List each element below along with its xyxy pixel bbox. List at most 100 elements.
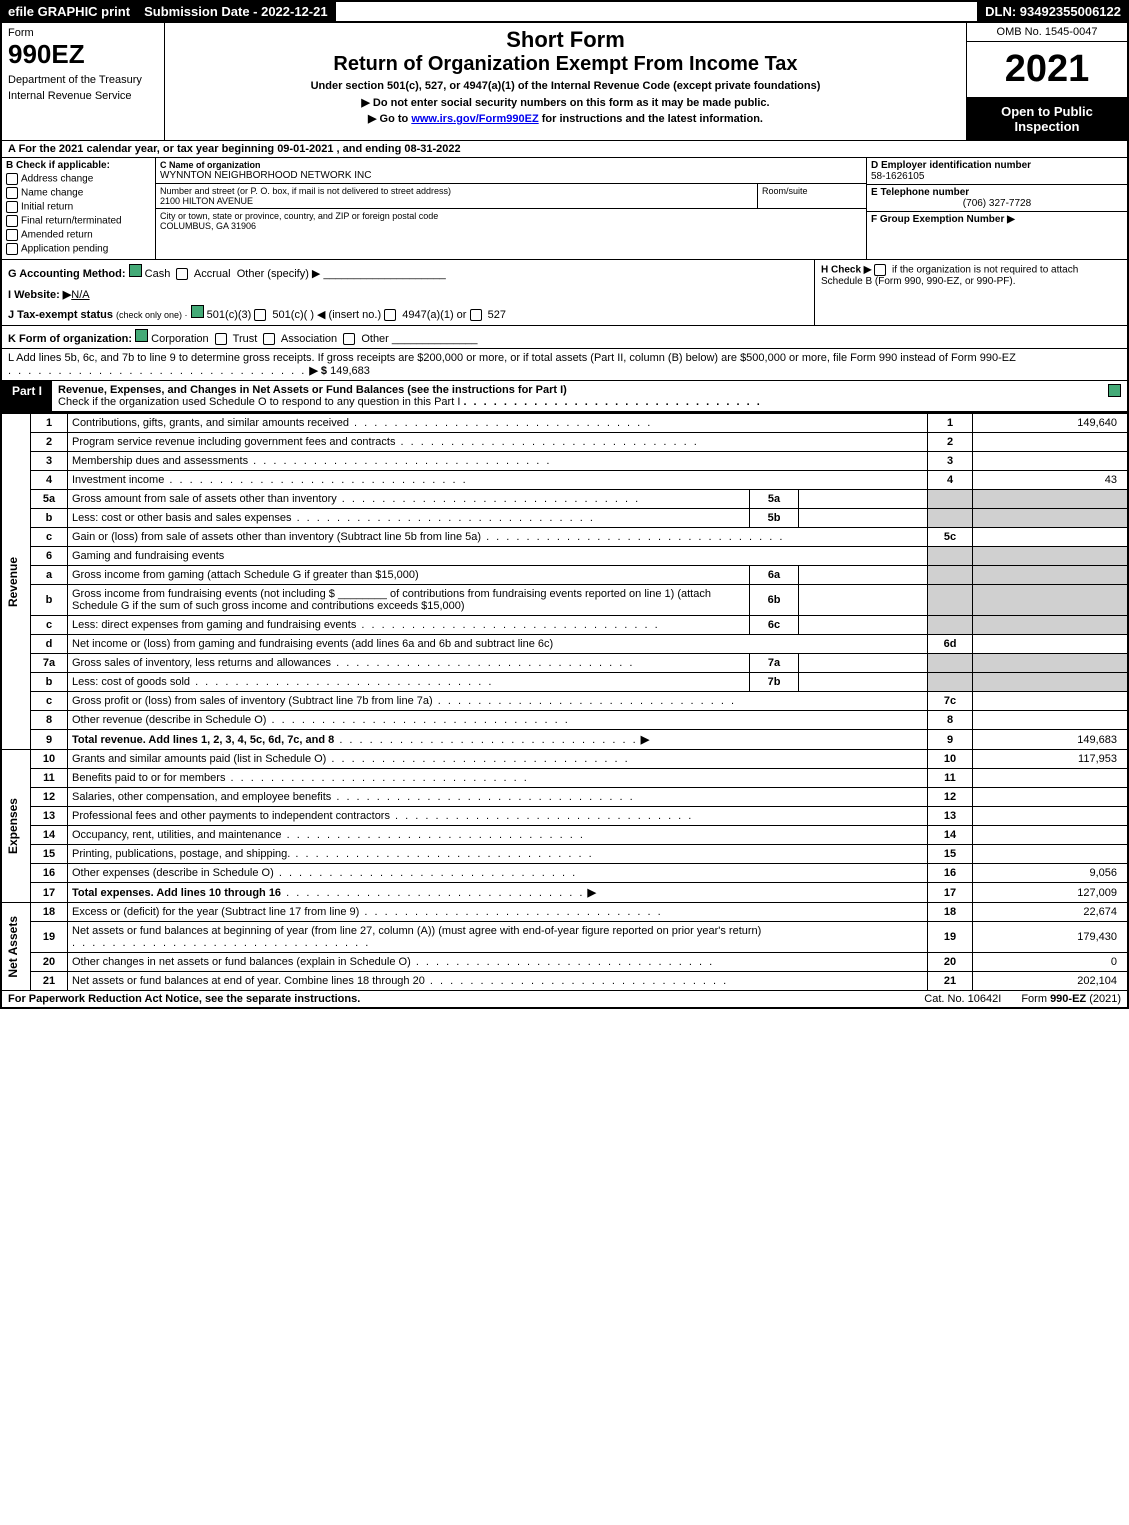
chk-address-change[interactable]: Address change xyxy=(6,173,151,185)
val-15 xyxy=(973,845,1129,864)
chk-corp[interactable] xyxy=(135,329,148,342)
val-20: 0 xyxy=(973,953,1129,972)
l-val: 149,683 xyxy=(330,365,370,377)
chk-cash-checked[interactable] xyxy=(129,264,142,277)
c-name-label: C Name of organization xyxy=(160,160,261,170)
chk-4947[interactable] xyxy=(384,309,396,321)
arrow-9: ▶ xyxy=(641,734,649,746)
chk-501c[interactable] xyxy=(254,309,266,321)
desc-1: Contributions, gifts, grants, and simila… xyxy=(68,414,928,433)
chk-h[interactable] xyxy=(874,264,886,276)
footer: For Paperwork Reduction Act Notice, see … xyxy=(0,990,1129,1009)
line-k: K Form of organization: Corporation Trus… xyxy=(0,325,1129,348)
num-15: 15 xyxy=(928,845,973,864)
row-5b: bLess: cost or other basis and sales exp… xyxy=(1,509,1128,528)
row-6c: cLess: direct expenses from gaming and f… xyxy=(1,616,1128,635)
j-o4: 527 xyxy=(488,309,506,321)
sub-5a: 5a xyxy=(750,490,799,509)
part1-checkbox[interactable] xyxy=(1101,381,1127,411)
header-right: OMB No. 1545-0047 2021 Open to Public In… xyxy=(966,23,1127,140)
header: Form 990EZ Department of the Treasury In… xyxy=(0,23,1129,140)
row-21: 21Net assets or fund balances at end of … xyxy=(1,972,1128,991)
val-11 xyxy=(973,769,1129,788)
g-label: G Accounting Method: xyxy=(8,268,126,280)
row-18: Net Assets 18Excess or (deficit) for the… xyxy=(1,903,1128,922)
chk-accrual[interactable] xyxy=(176,268,188,280)
num-9: 9 xyxy=(928,730,973,750)
row-6a: aGross income from gaming (attach Schedu… xyxy=(1,566,1128,585)
desc-5b: Less: cost or other basis and sales expe… xyxy=(72,512,292,524)
c-city-label: City or town, state or province, country… xyxy=(160,211,438,221)
chk-trust[interactable] xyxy=(215,333,227,345)
instr-link-row: ▶ Go to www.irs.gov/Form990EZ for instru… xyxy=(171,112,960,125)
chk-final-return[interactable]: Final return/terminated xyxy=(6,215,151,227)
num-6d: 6d xyxy=(928,635,973,654)
num-16: 16 xyxy=(928,864,973,883)
side-revenue: Revenue xyxy=(1,414,31,750)
side-expenses-text: Expenses xyxy=(6,798,20,854)
row-5a: 5aGross amount from sale of assets other… xyxy=(1,490,1128,509)
chk-name-change[interactable]: Name change xyxy=(6,187,151,199)
instr2-pre: ▶ Go to xyxy=(368,113,411,125)
header-center: Short Form Return of Organization Exempt… xyxy=(165,23,966,140)
chk-501c3[interactable] xyxy=(191,305,204,318)
chk-name-change-label: Name change xyxy=(21,188,83,199)
chk-initial-return[interactable]: Initial return xyxy=(6,201,151,213)
row-7a: 7aGross sales of inventory, less returns… xyxy=(1,654,1128,673)
val-18: 22,674 xyxy=(973,903,1129,922)
row-8: 8Other revenue (describe in Schedule O) … xyxy=(1,711,1128,730)
chk-other-org[interactable] xyxy=(343,333,355,345)
num-10: 10 xyxy=(928,750,973,769)
part1-label: Part I xyxy=(2,381,52,411)
form-label: Form xyxy=(8,27,158,39)
row-12: 12Salaries, other compensation, and empl… xyxy=(1,788,1128,807)
desc-8: Other revenue (describe in Schedule O) xyxy=(72,714,266,726)
num-5c: 5c xyxy=(928,528,973,547)
sub-6b: 6b xyxy=(750,585,799,616)
d-block: D Employer identification number 58-1626… xyxy=(867,158,1127,185)
irs-link[interactable]: www.irs.gov/Form990EZ xyxy=(411,113,538,125)
form-number: 990EZ xyxy=(8,39,158,70)
desc-17: Total expenses. Add lines 10 through 16 xyxy=(72,887,281,899)
side-revenue-text: Revenue xyxy=(6,557,20,607)
efile-label: efile GRAPHIC print xyxy=(2,2,138,21)
g-other: Other (specify) ▶ xyxy=(237,268,321,280)
row-20: 20Other changes in net assets or fund ba… xyxy=(1,953,1128,972)
val-2 xyxy=(973,433,1129,452)
desc-7b: Less: cost of goods sold xyxy=(72,676,190,688)
f-block: F Group Exemption Number ▶ xyxy=(867,212,1127,227)
chk-527[interactable] xyxy=(470,309,482,321)
num-7c: 7c xyxy=(928,692,973,711)
arrow-17: ▶ xyxy=(588,887,596,899)
l-dots xyxy=(8,365,306,377)
chk-amended-return[interactable]: Amended return xyxy=(6,229,151,241)
chk-application-pending[interactable]: Application pending xyxy=(6,243,151,255)
desc-6a: Gross income from gaming (attach Schedul… xyxy=(72,569,419,581)
desc-15: Printing, publications, postage, and shi… xyxy=(72,848,290,860)
row-19: 19Net assets or fund balances at beginni… xyxy=(1,922,1128,953)
d-val: 58-1626105 xyxy=(871,171,924,182)
chk-application-pending-label: Application pending xyxy=(21,244,108,255)
k-o3: Association xyxy=(281,333,337,345)
chk-address-change-label: Address change xyxy=(21,174,93,185)
num-4: 4 xyxy=(928,471,973,490)
val-17: 127,009 xyxy=(973,883,1129,903)
footer-center: Cat. No. 10642I xyxy=(904,993,1021,1005)
omb-number: OMB No. 1545-0047 xyxy=(967,23,1127,42)
c-city-val: COLUMBUS, GA 31906 xyxy=(160,221,256,231)
val-7c xyxy=(973,692,1129,711)
desc-6: Gaming and fundraising events xyxy=(68,547,928,566)
instr-ssn: ▶ Do not enter social security numbers o… xyxy=(171,96,960,109)
desc-7a: Gross sales of inventory, less returns a… xyxy=(72,657,331,669)
num-14: 14 xyxy=(928,826,973,845)
val-4: 43 xyxy=(973,471,1129,490)
h-label: H Check ▶ xyxy=(821,265,871,276)
val-14 xyxy=(973,826,1129,845)
part1-title: Revenue, Expenses, and Changes in Net As… xyxy=(52,381,1101,411)
side-expenses: Expenses xyxy=(1,750,31,903)
block-gh: G Accounting Method: Cash Accrual Other … xyxy=(0,259,1129,325)
j-o1: 501(c)(3) xyxy=(207,309,252,321)
val-6d xyxy=(973,635,1129,654)
part1-dots xyxy=(463,396,761,408)
chk-assoc[interactable] xyxy=(263,333,275,345)
